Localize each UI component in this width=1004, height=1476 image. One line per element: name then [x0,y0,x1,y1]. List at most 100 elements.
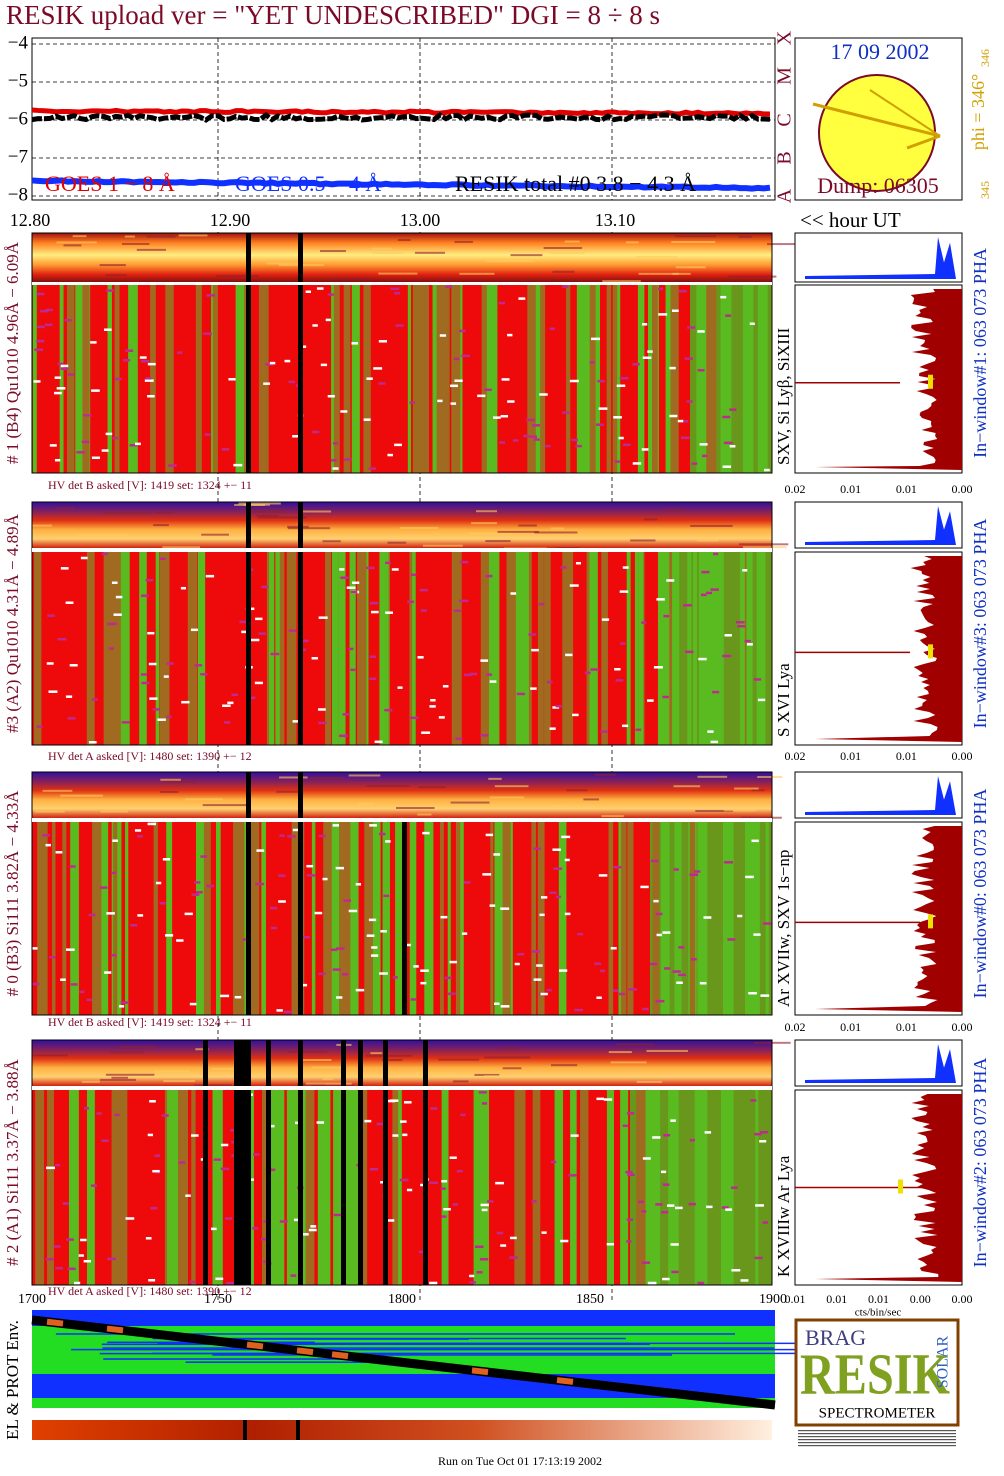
heatmap-stripe [589,552,598,745]
heatmap-dot [385,561,391,565]
heatmap-stripe [714,552,724,745]
heatmap-dot [533,438,540,441]
heatmap-stripe [409,552,415,745]
goes-short [31,177,771,192]
heatmap-dot [476,1271,483,1274]
heatmap [32,552,772,745]
heatmap-dot [658,313,668,316]
heatmap-dot [176,939,184,942]
heatmap-dot [60,367,69,370]
heatmap-dot [430,698,436,702]
heatmap-stripe [70,822,79,1015]
heatmap-dot [112,839,118,842]
y-tick-label: −5 [8,70,28,91]
env-line [185,1361,398,1363]
heatmap-dot [621,724,629,728]
strip-texture [453,1080,469,1083]
heatmap-dot [86,998,92,1002]
heatmap-dot [616,384,626,388]
heatmap-dot [55,1163,61,1167]
strip-texture [657,779,680,782]
heatmap-dot [429,705,436,708]
heatmap-dot [149,697,158,700]
heatmap-stripe [333,1090,337,1285]
heatmap-stripe [742,285,754,473]
heatmap-dot [482,873,492,876]
strip-texture [626,241,639,244]
heatmap-dot [339,568,345,571]
env-label: EL & PROT Env. [3,1320,22,1440]
heatmap-stripe [689,822,696,1015]
heatmap-stripe [261,1090,270,1285]
heatmap-dot [385,611,393,614]
line-label: Ar XVIIw, SXV 1s−np [774,850,793,1007]
heatmap-dot [292,435,300,438]
heatmap-dot [601,618,610,621]
heatmap-dot [698,657,707,661]
pha-tick-label: 0.01 [868,1292,889,1306]
heatmap-dot [558,969,568,972]
env-track-mark [246,1341,264,1350]
heatmap-dot [418,1250,427,1254]
heatmap-stripe [627,822,634,1015]
env-line [55,1333,735,1335]
heatmap-dot [366,377,373,380]
sun-axis [906,134,941,150]
strip-texture [701,536,717,539]
heatmap-dot [147,394,155,398]
heatmap-dot [335,996,343,999]
heatmap-dot [300,648,306,652]
heatmap-dot [222,704,231,707]
heatmap-dot [627,1112,635,1115]
heatmap-dot [706,1205,713,1209]
dead-column [246,822,251,1015]
heatmap-stripe [344,822,354,1015]
heatmap-dot [469,1274,475,1278]
heatmap-dot [647,699,654,702]
pha-tick-label: 0.02 [785,482,806,496]
heatmap-dot [660,1170,667,1174]
heatmap-dot [206,884,215,888]
heatmap-stripe [139,552,147,745]
strip-texture [146,235,176,238]
heatmap-dot [220,1167,230,1171]
logo-frame [794,1318,960,1427]
heatmap-stripe [317,1090,325,1285]
heatmap-dot [69,865,76,868]
heatmap-dot [729,445,736,448]
heatmap-dot [65,695,73,698]
env-track-mark [471,1367,489,1376]
heatmap-dot [514,962,520,966]
strip-texture [499,1048,521,1051]
heatmap-stripe [357,552,367,745]
env-line [102,1347,775,1349]
heatmap-dot [234,995,242,999]
heatmap-dot [650,859,659,863]
dead-column [246,285,251,473]
heatmap-dot [241,630,250,634]
hv-label: HV det B asked [V]: 1419 set: 1324 +− 11 [48,478,252,492]
strip-texture [552,270,575,273]
heatmap-dot [343,899,351,902]
heatmap-dot [57,637,67,641]
heatmap-dot [673,868,679,871]
heatmap-dot [540,896,548,899]
heatmap-stripe [361,1090,368,1285]
heatmap-stripe [703,552,712,745]
heatmap-dot [675,1206,683,1210]
heatmap-dot [614,460,621,463]
strip-texture [287,527,331,530]
strip-texture [322,1078,334,1081]
pha-tick-label: 0.00 [952,1292,973,1306]
heatmap-stripe [197,552,206,745]
heatmap-dot [60,364,69,368]
heatmap-dot [189,1002,197,1006]
heatmap-stripe [558,822,567,1015]
heatmap-dot [306,864,314,868]
heatmap-dot [147,1133,154,1137]
strip-texture [72,235,87,238]
heatmap-dot [395,324,404,327]
heatmap-dot [500,1244,507,1247]
heatmap-dot [689,1138,696,1142]
dead-column [298,1090,303,1285]
